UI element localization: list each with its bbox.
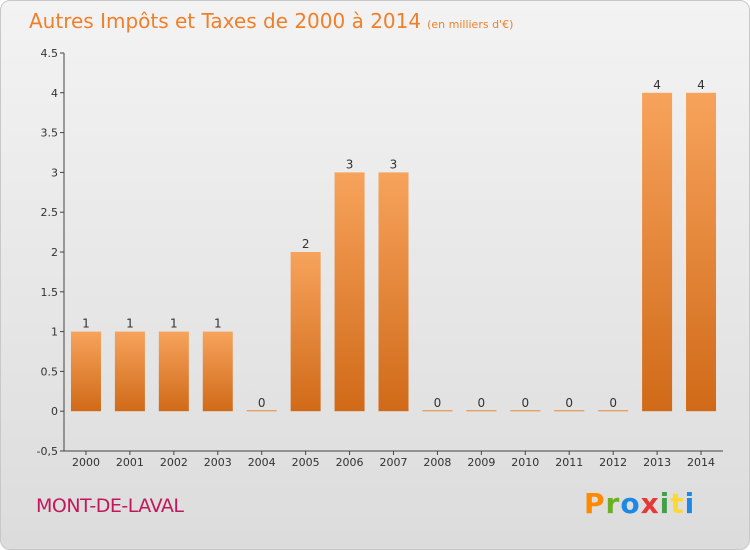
- x-tick-label: 2006: [336, 456, 364, 469]
- chart-title-text: Autres Impôts et Taxes de 2000 à 2014: [29, 9, 422, 33]
- x-tick-label: 2004: [248, 456, 276, 469]
- bar-value-label: 0: [521, 396, 529, 410]
- proxiti-logo: Proxiti: [584, 487, 695, 520]
- bar-2004: [246, 410, 277, 412]
- x-tick-label: 2014: [687, 456, 715, 469]
- bar-2007: [378, 172, 409, 412]
- x-tick-label: 2012: [599, 456, 627, 469]
- x-tick-label: 2003: [204, 456, 232, 469]
- x-tick-label: 2009: [467, 456, 495, 469]
- bar-2010: [510, 410, 541, 412]
- logo-letter: o: [620, 487, 641, 520]
- bar-2013: [642, 92, 673, 412]
- x-tick-label: 2010: [511, 456, 539, 469]
- y-tick-label: 3.5: [41, 127, 59, 140]
- x-tick-label: 2013: [643, 456, 671, 469]
- bar-2001: [114, 331, 145, 412]
- y-tick-label: 2: [51, 246, 58, 259]
- bar-2011: [554, 410, 585, 412]
- bar-value-label: 0: [609, 396, 617, 410]
- bar-2009: [466, 410, 497, 412]
- logo-letter: i: [684, 487, 696, 520]
- bar-2005: [290, 252, 321, 412]
- bar-value-label: 3: [346, 157, 354, 171]
- bar-2006: [334, 172, 365, 412]
- x-tick-label: 2011: [555, 456, 583, 469]
- bar-value-label: 1: [126, 317, 134, 331]
- bar-value-label: 0: [434, 396, 442, 410]
- chart-data-labels: 1 1 1 1 0 2 3 3 0 0 0 0 0 4 4: [82, 78, 705, 410]
- bar-2002: [158, 331, 189, 412]
- bar-2008: [422, 410, 453, 412]
- commune-name: MONT-DE-LAVAL: [36, 495, 184, 517]
- bar-value-label: 0: [258, 396, 266, 410]
- x-tick-label: 2005: [292, 456, 320, 469]
- chart-bars: [70, 92, 717, 412]
- chart-subtitle: (en milliers d'€): [427, 18, 514, 31]
- x-tick-label: 2000: [72, 456, 100, 469]
- y-tick-label: 1: [51, 326, 58, 339]
- logo-letter: x: [640, 487, 660, 520]
- y-tick-label: 0: [51, 405, 58, 418]
- bar-value-label: 4: [653, 78, 661, 92]
- bar-2012: [598, 410, 629, 412]
- logo-letter: t: [670, 487, 685, 520]
- x-tick-label: 2001: [116, 456, 144, 469]
- y-tick-label: 2.5: [41, 206, 59, 219]
- bar-2003: [202, 331, 233, 412]
- bar-value-label: 3: [390, 157, 398, 171]
- bar-value-label: 1: [170, 317, 178, 331]
- bar-2000: [70, 331, 101, 412]
- y-tick-label: 4.5: [41, 47, 59, 60]
- y-tick-label: 1.5: [41, 286, 59, 299]
- bar-value-label: 0: [565, 396, 573, 410]
- x-tick-label: 2002: [160, 456, 188, 469]
- y-tick-label: 0.5: [41, 365, 59, 378]
- logo-letter: P: [584, 487, 606, 520]
- y-tick-label: -0,5: [37, 445, 58, 458]
- bar-value-label: 2: [302, 237, 310, 251]
- bar-value-label: 4: [697, 78, 705, 92]
- logo-letter: i: [659, 487, 671, 520]
- bar-value-label: 0: [478, 396, 486, 410]
- logo-letter: r: [605, 487, 621, 520]
- y-tick-label: 3: [51, 166, 58, 179]
- x-tick-label: 2008: [423, 456, 451, 469]
- bar-value-label: 1: [82, 317, 90, 331]
- y-tick-label: 4: [51, 87, 58, 100]
- bar-value-label: 1: [214, 317, 222, 331]
- chart-title: Autres Impôts et Taxes de 2000 à 2014 (en…: [29, 9, 513, 33]
- x-tick-label: 2007: [380, 456, 408, 469]
- bar-2014: [686, 92, 717, 412]
